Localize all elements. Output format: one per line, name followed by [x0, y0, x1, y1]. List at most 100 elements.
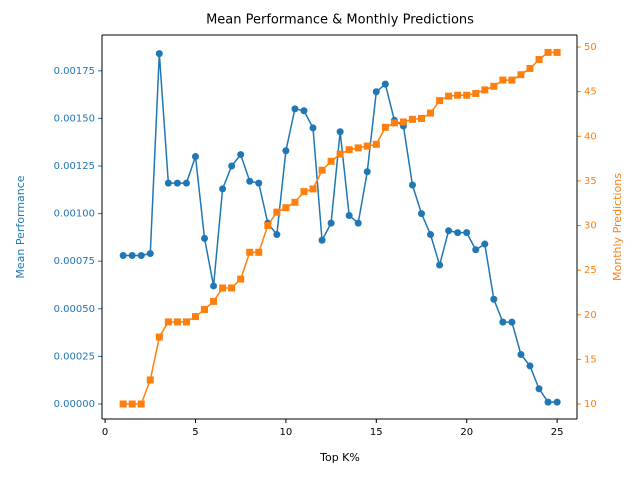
point [508, 318, 516, 326]
y-tick-label: 0.00050 [54, 304, 95, 315]
point [164, 179, 172, 187]
point [354, 219, 362, 227]
point [427, 109, 435, 117]
point [210, 282, 218, 290]
point [255, 248, 263, 256]
point [182, 179, 190, 187]
point [282, 204, 290, 212]
point [201, 234, 209, 242]
point [499, 76, 507, 84]
point [119, 251, 127, 259]
point [390, 119, 398, 127]
y2-tick-label: 45 [584, 87, 597, 98]
point [408, 115, 416, 123]
point [237, 275, 245, 283]
point [291, 105, 299, 113]
y-axis-label: Mean Performance [14, 175, 27, 278]
point [481, 240, 489, 248]
point [490, 295, 498, 303]
point [128, 400, 136, 408]
point [146, 250, 154, 258]
x-tick-label: 10 [280, 427, 293, 438]
point [282, 147, 290, 155]
y-tick-label: 0.00125 [54, 161, 95, 172]
x-tick-label: 20 [460, 427, 473, 438]
point [327, 219, 335, 227]
x-axis-label: Top K% [319, 451, 360, 464]
y2-tick-label: 15 [584, 354, 597, 365]
y-tick-label: 0.00075 [54, 256, 95, 267]
point [119, 400, 127, 408]
point [137, 251, 145, 259]
point [255, 179, 263, 187]
point [155, 333, 163, 341]
point [553, 398, 561, 406]
point [173, 318, 181, 326]
x-tick-label: 5 [192, 427, 198, 438]
y2-tick-label: 30 [584, 221, 597, 232]
point [336, 150, 344, 158]
point [472, 246, 480, 254]
y2-axis-label: Monthly Predictions [611, 173, 624, 281]
y-tick-label: 0.00100 [54, 209, 95, 220]
y-tick-label: 0.00150 [54, 113, 95, 124]
point [201, 305, 209, 313]
point [228, 162, 236, 170]
point [300, 107, 308, 115]
y2-tick-label: 40 [584, 131, 597, 142]
point [237, 151, 245, 159]
point [553, 48, 561, 56]
point [309, 124, 317, 132]
point [472, 89, 480, 97]
point [246, 248, 254, 256]
point [264, 222, 272, 230]
point [454, 229, 462, 237]
point [182, 318, 190, 326]
point [345, 211, 353, 219]
point [137, 400, 145, 408]
point [327, 157, 335, 165]
point [246, 177, 254, 185]
point [228, 284, 236, 292]
point [436, 261, 444, 269]
point [146, 376, 154, 384]
point [210, 297, 218, 305]
point [427, 231, 435, 239]
point [535, 385, 543, 393]
point [372, 88, 380, 96]
y2-tick-label: 20 [584, 310, 597, 321]
point [508, 76, 516, 84]
point [526, 362, 534, 370]
point [381, 80, 389, 88]
point [408, 181, 416, 189]
y2-tick-label: 35 [584, 176, 597, 187]
point [535, 56, 543, 64]
point [490, 82, 498, 90]
point [219, 185, 227, 193]
point [363, 168, 371, 176]
series-line [123, 53, 558, 403]
point [363, 142, 371, 150]
point [417, 114, 425, 122]
y-tick-label: 0.00000 [54, 399, 95, 410]
point [345, 146, 353, 154]
point [155, 50, 163, 58]
point [219, 284, 227, 292]
point [417, 210, 425, 218]
point [273, 208, 281, 216]
point [463, 91, 471, 99]
chart-title: Mean Performance & Monthly Predictions [206, 13, 474, 28]
point [273, 231, 281, 239]
point [544, 398, 552, 406]
point [318, 166, 326, 174]
series-line [123, 51, 558, 405]
x-tick-label: 15 [370, 427, 383, 438]
y2-tick-label: 50 [584, 42, 597, 53]
point [191, 313, 199, 321]
point [128, 251, 136, 259]
point [309, 185, 317, 193]
y-tick-label: 0.00025 [54, 351, 95, 362]
point [544, 48, 552, 56]
y-tick-label: 0.00175 [54, 66, 95, 77]
